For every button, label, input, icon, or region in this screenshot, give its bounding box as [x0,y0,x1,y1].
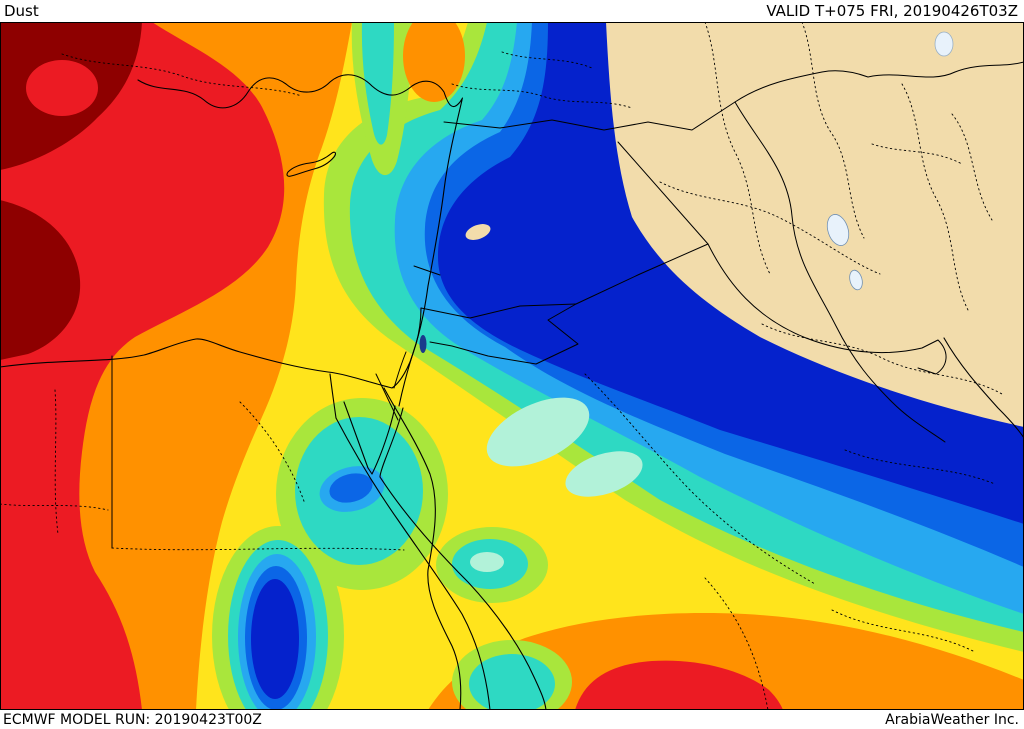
model-run-label: ECMWF MODEL RUN: 20190423T00Z [3,711,262,728]
lake-ne-white [934,31,954,57]
gulf-of-suez [329,373,337,419]
low-darkblue-core [251,579,299,699]
admin-boundaries-dotted [0,22,1003,710]
border-lebanon [413,265,441,276]
lake-urmia [826,214,850,246]
border-iraq-jordan [575,243,709,305]
pocket-palecyan-core [470,552,504,572]
aqaba-east-shore [379,407,404,478]
dust-map [0,22,1024,710]
border-syria-iraq [617,141,709,245]
red-sea-east-coast [379,476,547,710]
sinai-blue-spot [329,473,373,503]
beige-island [465,224,491,240]
border-iraq-iran [734,101,946,443]
blob-orange-top [403,22,465,102]
patch-palecyan-2 [565,451,643,497]
footer-bar: ECMWF MODEL RUN: 20190423T00Z ArabiaWeat… [0,710,1024,729]
border-jordan-saudi-zigzag [429,303,579,365]
dust-field [0,22,1024,710]
sinai-west-shore [343,401,396,475]
red-core-nw [26,60,98,116]
admin-iraq-1 [659,181,881,275]
admin-iran-2 [801,22,865,239]
coastlines [0,74,1024,710]
admin-iran-1 [704,22,771,275]
border-israel-north [393,351,407,389]
layer-title: Dust [4,2,39,20]
red-sea-west-coast [335,417,491,710]
admin-saudi-4 [831,609,976,653]
gulf-coast [943,337,1024,439]
streak-cyan-top [361,22,394,145]
lakes [419,31,954,353]
border-israel-egypt [375,373,399,421]
lake-small [849,269,863,291]
admin-turkey-1 [451,83,633,109]
admin-iran-4 [761,323,1003,395]
admin-turkey-2 [501,51,593,69]
admin-saudi-1 [584,373,816,585]
admin-saudi-2 [844,449,996,485]
se-red-blob [575,660,783,710]
jordan-rift-line [398,307,422,407]
header-bar: Dust VALID T+075 FRI, 20190426T03Z [0,0,1024,22]
mediterranean-coast [0,74,464,389]
country-borders [111,61,1024,549]
band-darkred-west [0,200,81,360]
cyprus-island [286,151,337,177]
admin-iran-6 [871,143,963,165]
se-cyan-patch [469,654,555,710]
admin-iran-5 [951,113,993,221]
admin-egypt-sudan [111,547,405,551]
valid-time-label: VALID T+075 FRI, 20190426T03Z [766,2,1018,20]
border-turkey-caucasus [734,61,1024,103]
band-orange-se [428,613,1024,710]
patch-palecyan-1 [486,397,590,467]
admin-turkey-3 [61,53,303,97]
nile-river [383,387,462,710]
admin-egypt-3 [239,401,306,505]
dust-map-svg [0,22,1024,710]
band-red-west [0,22,285,710]
admin-egypt-1 [54,389,59,535]
credit-label: ArabiaWeather Inc. [885,711,1019,728]
border-turkey-syria [443,101,736,131]
dead-sea [419,335,427,353]
border-saudi-iraq-kuwait [707,243,947,375]
border-syria-jordan [420,303,577,319]
